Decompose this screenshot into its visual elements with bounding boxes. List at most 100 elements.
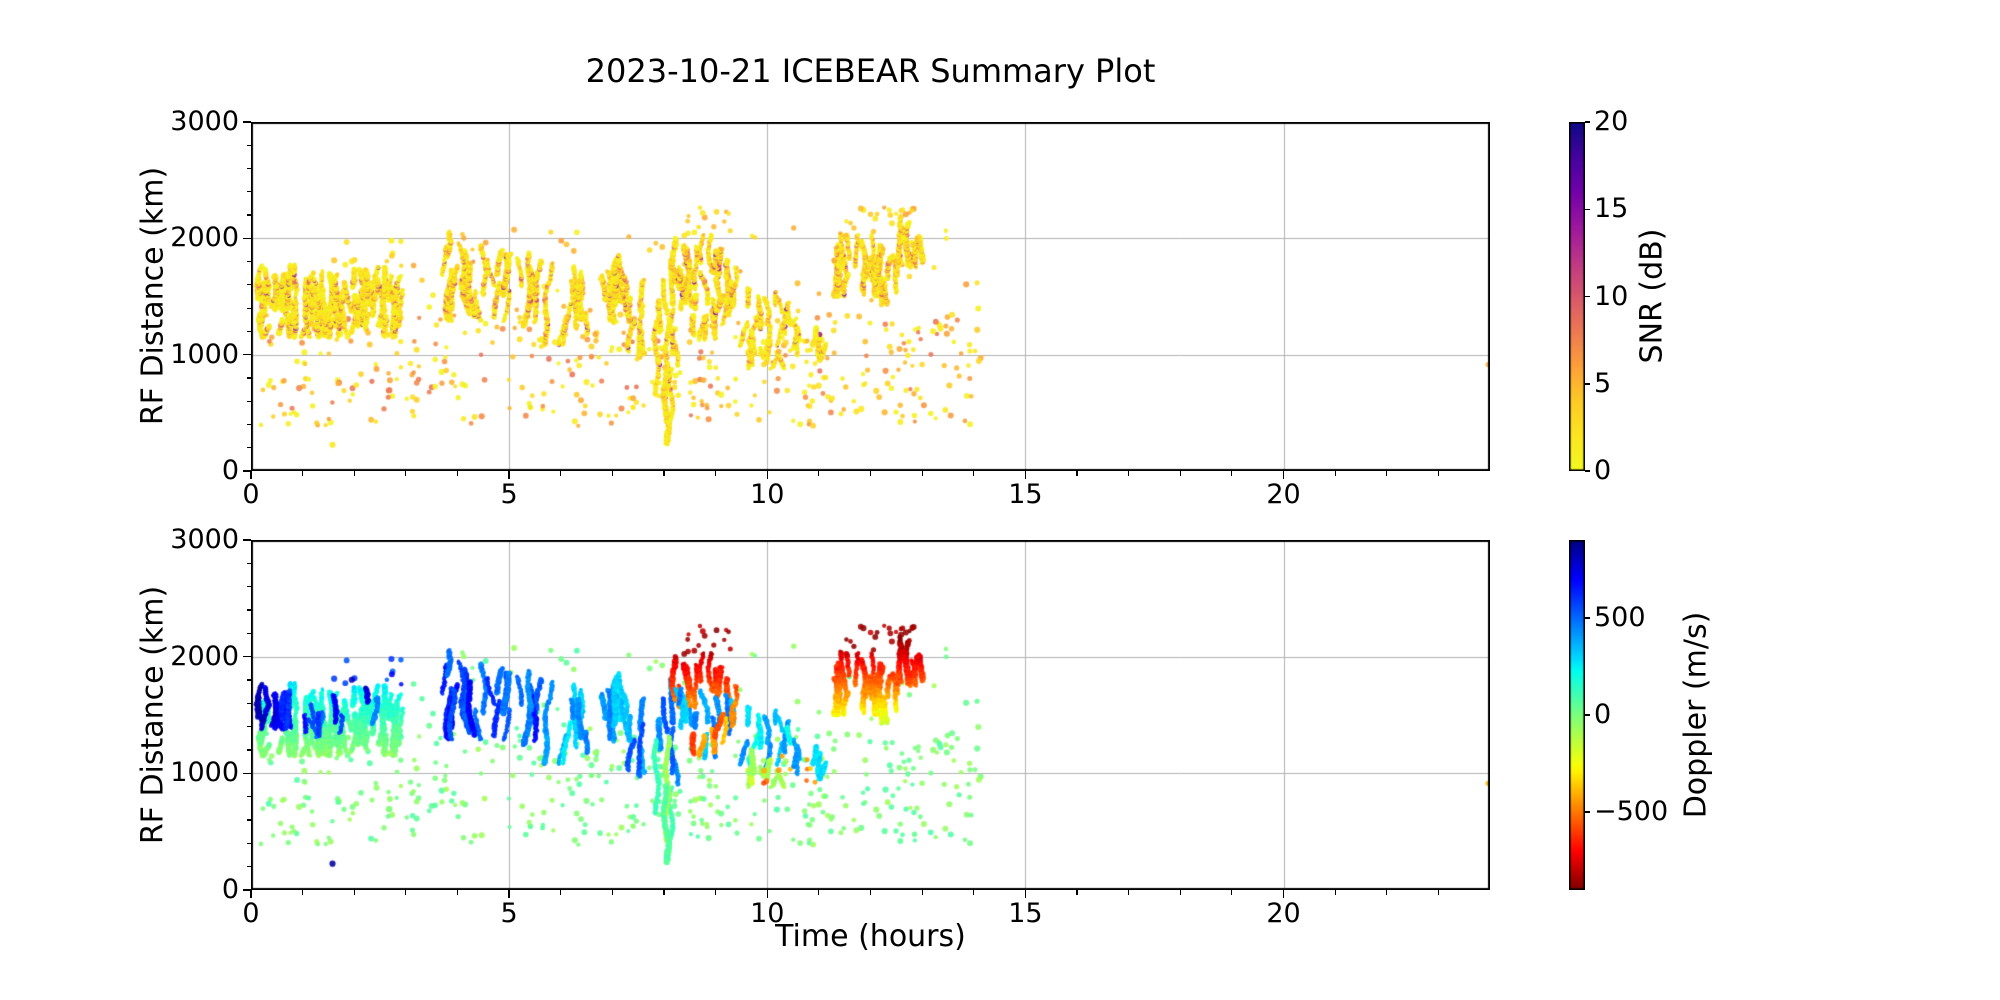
axis-tick xyxy=(1585,470,1590,472)
axis-tick xyxy=(246,726,251,728)
colorbar-tick-label: 20 xyxy=(1594,106,1629,138)
axis-tick xyxy=(353,471,355,476)
axis-tick xyxy=(1386,471,1388,476)
y-tick-label: 1000 xyxy=(170,757,239,789)
axis-tick xyxy=(405,890,407,895)
axis-tick xyxy=(766,471,768,479)
colorbar-tick-label: 10 xyxy=(1594,280,1629,312)
colorbar-tick-label: 0 xyxy=(1594,455,1612,487)
axis-tick xyxy=(869,890,872,895)
colorbar-tick-label: 500 xyxy=(1594,601,1646,633)
doppler-scatter-canvas xyxy=(251,540,1490,890)
colorbar-tick-label: 0 xyxy=(1594,699,1612,731)
x-tick-label: 10 xyxy=(750,898,785,929)
axis-tick xyxy=(456,890,459,895)
axis-tick xyxy=(246,284,251,286)
axis-tick xyxy=(246,819,251,821)
axis-tick xyxy=(1585,617,1590,619)
x-tick-label: 0 xyxy=(242,479,260,510)
axis-tick xyxy=(1386,890,1388,895)
axis-tick xyxy=(818,890,820,895)
axis-tick xyxy=(1334,471,1336,476)
y-tick-label: 2000 xyxy=(170,222,239,254)
axis-tick xyxy=(1437,471,1439,476)
axis-tick xyxy=(246,842,251,844)
axis-tick xyxy=(250,471,252,479)
axis-tick xyxy=(246,749,251,751)
axis-tick xyxy=(1231,471,1233,476)
y-tick-label: 1000 xyxy=(170,338,239,370)
doppler-colorbar-label: Doppler (m/s) xyxy=(1678,611,1714,819)
axis-tick xyxy=(243,237,251,240)
doppler-colorbar xyxy=(1569,540,1585,890)
axis-tick xyxy=(611,471,613,476)
axis-tick xyxy=(246,586,251,588)
axis-tick xyxy=(1076,890,1078,895)
axis-tick xyxy=(353,890,355,895)
axis-tick xyxy=(246,191,251,193)
x-tick-label: 5 xyxy=(500,479,518,510)
axis-tick xyxy=(246,307,251,309)
axis-tick xyxy=(246,562,251,564)
axis-tick xyxy=(243,889,251,891)
axis-tick xyxy=(508,890,510,898)
y-tick-label: 2000 xyxy=(170,640,239,672)
axis-tick xyxy=(1585,295,1590,298)
axis-tick xyxy=(560,890,562,895)
axis-tick xyxy=(1179,471,1181,476)
axis-tick xyxy=(302,471,304,476)
axis-tick xyxy=(246,796,251,798)
axis-tick xyxy=(611,890,613,895)
x-tick-label: 10 xyxy=(750,479,785,510)
axis-tick xyxy=(243,121,251,123)
axis-tick xyxy=(1128,471,1130,476)
snr-y-axis-label: RF Distance (km) xyxy=(135,166,171,426)
axis-tick xyxy=(1282,890,1285,898)
axis-tick xyxy=(405,471,407,476)
axis-tick xyxy=(456,471,459,476)
snr-scatter-canvas xyxy=(251,122,1490,471)
axis-tick xyxy=(973,890,975,895)
axis-tick xyxy=(246,423,251,426)
axis-tick xyxy=(246,632,251,634)
y-tick-label: 3000 xyxy=(170,524,239,556)
axis-tick xyxy=(243,470,251,472)
colorbar-tick-label: −500 xyxy=(1594,796,1669,828)
axis-tick xyxy=(1585,383,1590,385)
axis-tick xyxy=(1585,208,1590,210)
axis-tick xyxy=(560,471,562,476)
axis-tick xyxy=(1437,890,1439,895)
axis-tick xyxy=(715,471,717,476)
y-tick-label: 0 xyxy=(221,874,239,906)
axis-tick xyxy=(663,890,665,895)
axis-tick xyxy=(921,890,923,895)
x-tick-label: 20 xyxy=(1266,479,1301,510)
axis-tick xyxy=(302,890,304,895)
axis-tick xyxy=(1231,890,1233,895)
axis-tick xyxy=(246,261,251,263)
x-tick-label: 15 xyxy=(1008,479,1043,510)
axis-tick xyxy=(973,471,975,476)
axis-tick xyxy=(1076,471,1078,476)
snr-colorbar-label: SNR (dB) xyxy=(1634,228,1670,364)
x-tick-label: 15 xyxy=(1008,898,1043,929)
axis-tick xyxy=(715,890,717,895)
axis-tick xyxy=(246,866,251,868)
axis-tick xyxy=(663,471,665,476)
axis-tick xyxy=(1024,890,1027,898)
figure-title: 2023-10-21 ICEBEAR Summary Plot xyxy=(585,52,1156,90)
x-tick-label: 0 xyxy=(242,898,260,929)
axis-tick xyxy=(766,890,768,898)
axis-tick xyxy=(246,400,251,402)
axis-tick xyxy=(246,214,251,216)
axis-tick xyxy=(921,471,923,476)
x-axis-label: Time (hours) xyxy=(775,919,966,954)
colorbar-tick-label: 15 xyxy=(1594,193,1629,225)
axis-tick xyxy=(246,702,251,704)
snr-colorbar xyxy=(1569,122,1585,471)
x-tick-label: 5 xyxy=(500,898,518,929)
axis-tick xyxy=(1128,890,1130,895)
axis-tick xyxy=(818,471,820,476)
axis-tick xyxy=(1334,890,1336,895)
